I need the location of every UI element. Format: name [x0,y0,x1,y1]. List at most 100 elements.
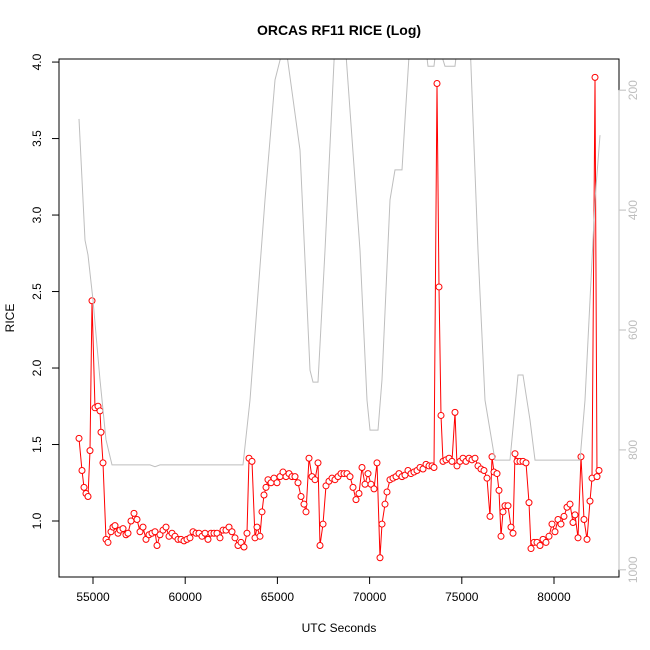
data-point [560,512,568,520]
data-point [133,515,141,523]
data-point [557,520,565,528]
data-point [499,508,507,516]
data-point [130,509,138,517]
data-point [314,459,322,467]
data-point [542,538,550,546]
data-point [591,73,599,81]
data-point [75,434,83,442]
data-point [186,534,194,542]
x-tick-label: 65000 [261,590,295,604]
data-point [319,520,327,528]
data-point [111,522,119,530]
y2-tick-label: 400 [626,200,640,220]
data-point [583,535,591,543]
y2-tick-label: 600 [626,320,640,340]
data-point [262,483,270,491]
data-point [204,535,212,543]
data-point [507,523,515,531]
data-point [495,486,503,494]
data-point [80,483,88,491]
data-point [364,470,372,478]
data-point [349,483,357,491]
y-tick-label: 1.0 [30,512,44,529]
data-point [471,454,479,462]
data-point [435,283,443,291]
data-point [78,467,86,475]
data-point [569,519,577,527]
x-tick-label: 70000 [353,590,387,604]
data-point [488,453,496,461]
y-tick-label: 2.5 [30,283,44,300]
data-point [300,500,308,508]
y2-tick-label: 1000 [626,556,640,583]
data-point [574,534,582,542]
data-point [577,453,585,461]
x-axis-label: UTC Seconds [302,621,377,635]
data-point [294,479,302,487]
data-point [370,485,378,493]
data-point [99,459,107,467]
data-point [580,515,588,523]
data-point [551,528,559,536]
data-point [433,79,441,87]
data-point [451,408,459,416]
y2-tick-label: 800 [626,440,640,460]
data-point [151,528,159,536]
data-point [216,534,224,542]
data-point [86,447,94,455]
x-tick-label: 55000 [76,590,110,604]
data-point [586,497,594,505]
data-point [483,474,491,482]
data-point [153,541,161,549]
data-point [243,529,251,537]
data-point [480,467,488,475]
data-point [430,463,438,471]
data-point [352,496,360,504]
data-point [595,467,603,475]
data-line [78,59,601,468]
data-point [162,523,170,531]
data-point [97,428,105,436]
y-axis-label: RICE [3,304,17,333]
data-point [231,534,239,542]
data-point [256,532,264,540]
plot-area [75,59,603,562]
x-tick-label: 75000 [445,590,479,604]
data-point [124,529,132,537]
data-point [139,523,147,531]
data-point [311,476,319,484]
data-point [302,508,310,516]
data-point [383,488,391,496]
data-point [346,473,354,481]
data-point [273,479,281,487]
y2-tick-label: 200 [626,80,640,100]
y-tick-label: 3.0 [30,206,44,223]
data-point [305,454,313,462]
data-point [297,493,305,501]
data-point [355,489,363,497]
data-point [240,543,248,551]
data-point [493,470,501,478]
data-point [361,480,369,488]
data-point [509,529,517,537]
data-point [248,457,256,465]
data-point [486,512,494,520]
data-point [96,407,104,415]
data-point [378,520,386,528]
data-point [522,459,530,467]
data-point [525,499,533,507]
y-tick-label: 2.0 [30,359,44,376]
data-point [260,491,268,499]
data-point [291,473,299,481]
data-point [373,459,381,467]
data-point [545,532,553,540]
data-point [381,500,389,508]
data-point [201,529,209,537]
data-point [104,538,112,546]
data-point [593,473,601,481]
data-point [88,297,96,305]
data-point [571,511,579,519]
data-point [497,532,505,540]
